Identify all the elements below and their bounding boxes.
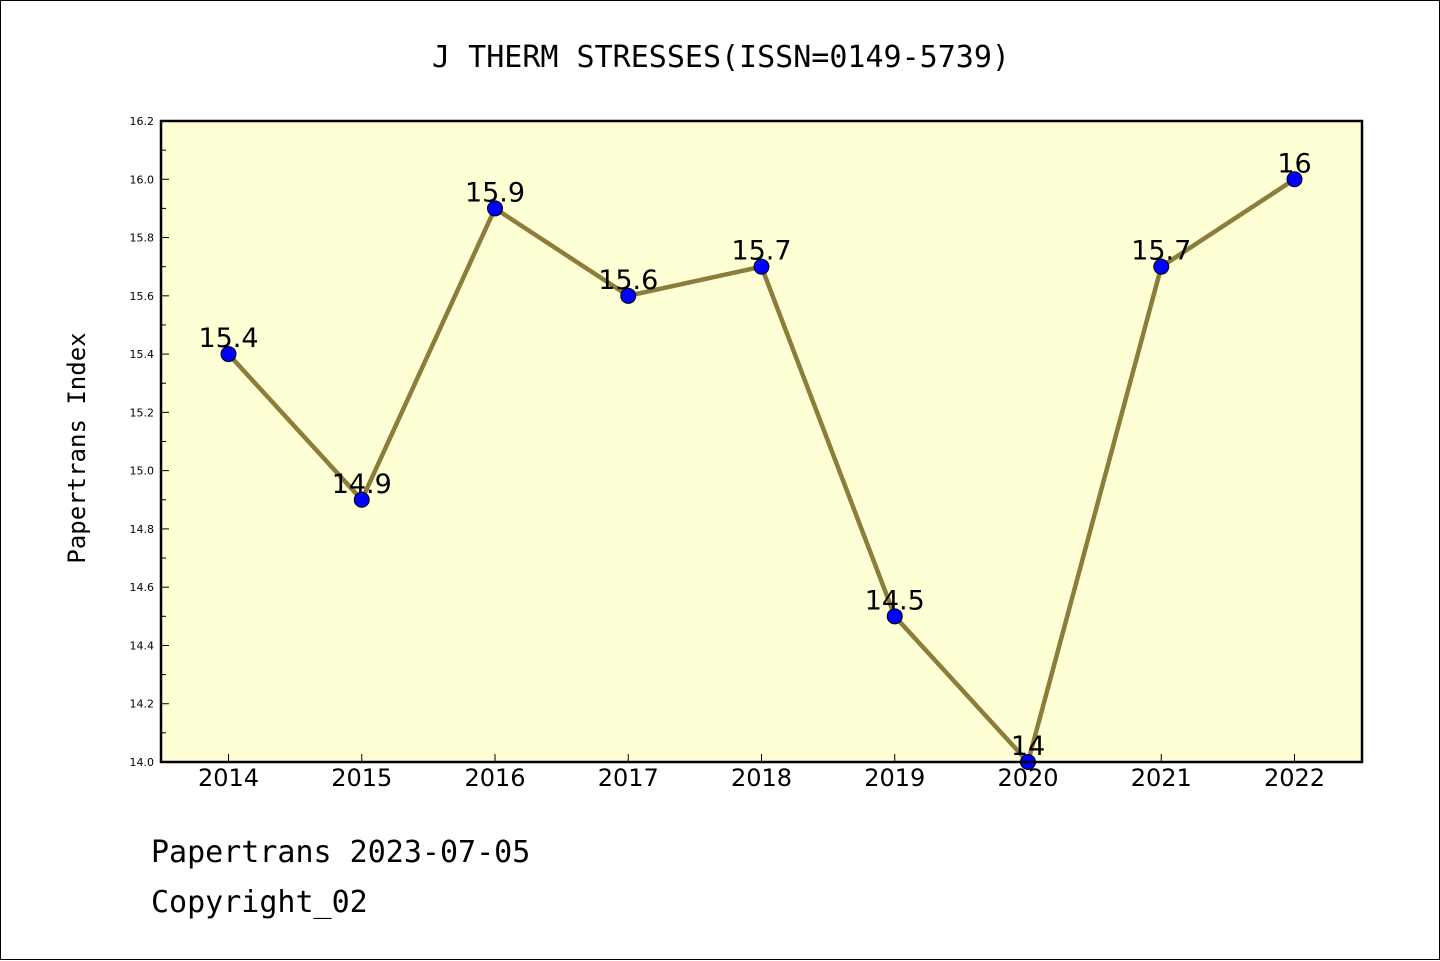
y-tick-label: 15.6 — [130, 290, 155, 303]
y-tick-label: 16.2 — [130, 115, 155, 128]
y-tick-label: 14.8 — [130, 523, 155, 536]
x-tick-label: 2015 — [331, 764, 392, 792]
data-point — [886, 608, 903, 625]
y-tick-label: 15.8 — [130, 232, 155, 245]
data-point — [620, 287, 637, 304]
x-tick-label: 2016 — [464, 764, 525, 792]
data-label: 15.7 — [731, 236, 791, 267]
data-point — [487, 200, 503, 217]
data-label: 15.7 — [1131, 236, 1191, 267]
y-tick-label: 15.0 — [130, 465, 155, 478]
footer-copyright: Copyright_02 — [151, 885, 368, 920]
y-tick-label: 14.0 — [130, 756, 155, 769]
x-tick-label: 2014 — [198, 764, 259, 792]
x-tick-label: 2018 — [731, 764, 792, 792]
chart-title: J THERM STRESSES(ISSN=0149-5739) — [432, 40, 1010, 75]
y-tick-label: 16.0 — [130, 173, 155, 186]
x-tick-label: 2022 — [1264, 764, 1325, 792]
y-axis-label: Papertrans Index — [63, 332, 91, 563]
data-point — [220, 346, 237, 363]
plot-frame — [159, 119, 1364, 764]
data-label: 16 — [1277, 148, 1311, 179]
data-point — [1286, 171, 1303, 188]
x-tick-label: 2019 — [864, 764, 925, 792]
data-point — [1153, 258, 1170, 275]
y-tick-label: 15.4 — [130, 348, 155, 361]
data-point — [353, 491, 370, 508]
data-label: 15.6 — [598, 265, 658, 296]
footer-date: Papertrans 2023-07-05 — [151, 835, 531, 870]
y-tick-label: 14.2 — [130, 698, 155, 711]
y-tick-label: 15.2 — [130, 406, 155, 419]
y-tick-label: 14.4 — [130, 639, 155, 652]
data-label: 14.5 — [865, 585, 925, 616]
data-point — [753, 258, 770, 275]
y-tick-label: 14.6 — [130, 581, 155, 594]
x-tick-label: 2021 — [1131, 764, 1192, 792]
data-label: 14.9 — [332, 469, 392, 500]
data-label: 15.4 — [198, 323, 258, 354]
plot-area — [161, 121, 1362, 762]
data-label: 14 — [1011, 731, 1045, 762]
data-label: 15.9 — [465, 177, 525, 208]
x-tick-label: 2017 — [598, 764, 659, 792]
